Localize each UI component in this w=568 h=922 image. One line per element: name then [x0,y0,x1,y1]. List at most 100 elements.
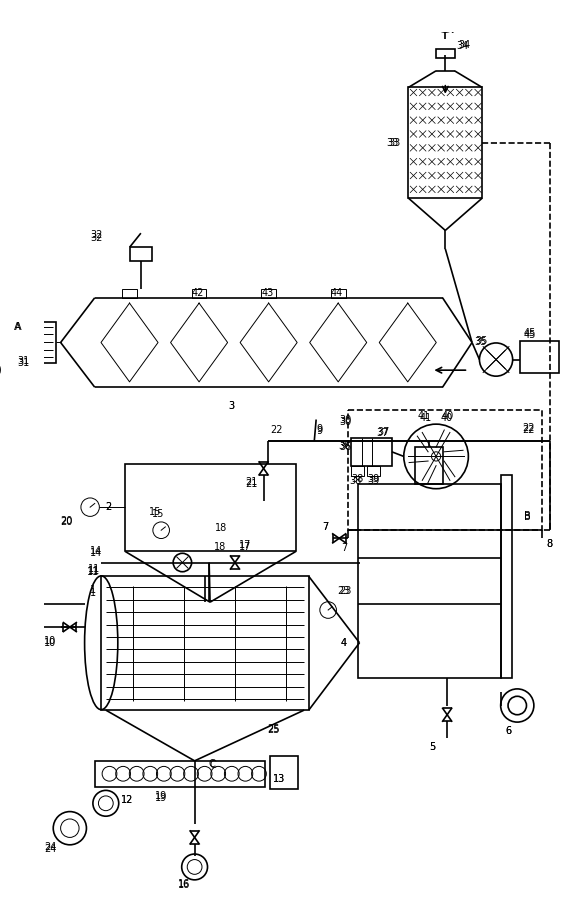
Text: 32: 32 [90,232,102,242]
Text: 8: 8 [547,539,553,550]
Bar [270,756,298,788]
Text: 31: 31 [17,358,30,368]
Bar [408,88,482,198]
Text: 6: 6 [506,727,511,737]
Text: 23: 23 [339,585,352,596]
Text: 39: 39 [367,475,379,484]
Text: 36: 36 [339,443,352,452]
Text: B: B [524,513,531,522]
Text: 18: 18 [214,542,226,552]
Text: 11: 11 [87,567,99,577]
Text: 13: 13 [273,774,285,785]
Text: 10: 10 [44,638,56,648]
Text: 38: 38 [349,477,362,486]
Text: 29: 29 [0,367,2,377]
Text: 30: 30 [339,418,352,427]
Text: 43: 43 [261,289,274,298]
Bar [28,322,56,362]
Text: 4: 4 [341,638,347,648]
Bar [520,341,559,373]
Text: 8: 8 [547,539,553,550]
Text: 15: 15 [152,509,164,518]
Text: 5: 5 [429,742,435,752]
Text: 32: 32 [90,230,102,240]
Text: 41: 41 [417,411,430,420]
Text: A: A [14,322,20,332]
Text: 2: 2 [105,502,111,512]
Bar [367,466,380,476]
Bar [122,289,137,298]
Text: 11: 11 [88,566,101,576]
Text: 16: 16 [178,881,190,891]
Text: 15: 15 [149,507,161,516]
Text: C: C [210,761,216,771]
Bar [351,466,364,476]
Text: 41: 41 [420,413,432,422]
Text: 40: 40 [441,413,453,422]
Text: 7: 7 [323,522,329,532]
Text: 22: 22 [522,423,534,432]
Text: 22: 22 [270,425,282,434]
Text: 42: 42 [192,289,204,298]
Text: 9: 9 [316,426,322,435]
Text: 35: 35 [474,337,486,347]
Text: C: C [208,759,215,769]
Text: 13: 13 [273,774,285,785]
Bar [358,484,500,678]
Text: 19: 19 [154,791,167,801]
Bar [331,289,345,298]
Text: 37: 37 [376,429,389,438]
Bar [101,576,309,710]
Text: 5: 5 [429,742,435,752]
Text: 17: 17 [239,540,251,550]
Text: 16: 16 [178,879,190,889]
Text: 14: 14 [90,549,102,559]
Text: A: A [15,322,21,332]
Text: 12: 12 [120,795,133,805]
Bar [95,761,265,786]
Text: 29: 29 [0,365,2,375]
Bar [415,447,442,484]
Bar [351,438,392,466]
Text: 3: 3 [228,401,235,410]
Text: 20: 20 [61,517,73,526]
Text: 39: 39 [367,477,379,486]
Text: 40: 40 [441,411,454,420]
Text: 10: 10 [44,636,56,646]
Text: 2: 2 [105,502,111,512]
Text: 33: 33 [388,137,400,148]
Text: 3: 3 [228,401,235,410]
Text: 6: 6 [506,727,511,737]
Text: 24: 24 [44,842,56,852]
Text: 1: 1 [90,588,96,598]
Text: 25: 25 [268,726,280,736]
Text: 37: 37 [377,427,390,436]
Text: 14: 14 [90,546,102,556]
Text: 30: 30 [339,416,352,425]
Text: 34: 34 [456,41,469,51]
Text: 44: 44 [331,289,343,298]
Text: 20: 20 [61,516,73,526]
Text: 17: 17 [239,542,251,552]
Bar [125,464,296,551]
Text: 21: 21 [245,478,257,487]
Text: 31: 31 [17,356,30,366]
Text: 45: 45 [524,330,536,339]
Text: 11: 11 [88,564,101,574]
Text: 25: 25 [268,724,280,734]
Text: 7: 7 [323,522,329,532]
Text: 1: 1 [90,585,96,596]
Text: 38: 38 [351,475,364,484]
Text: 36: 36 [339,442,350,451]
Text: 18: 18 [215,524,227,534]
Text: 22: 22 [522,425,534,434]
Text: 12: 12 [120,795,133,805]
Text: 23: 23 [337,585,350,596]
Text: 9: 9 [316,424,322,433]
Bar [130,247,152,261]
Bar [348,410,542,530]
Bar [261,289,276,298]
Bar [192,289,206,298]
Text: 35: 35 [476,337,488,346]
Bar [436,49,454,58]
